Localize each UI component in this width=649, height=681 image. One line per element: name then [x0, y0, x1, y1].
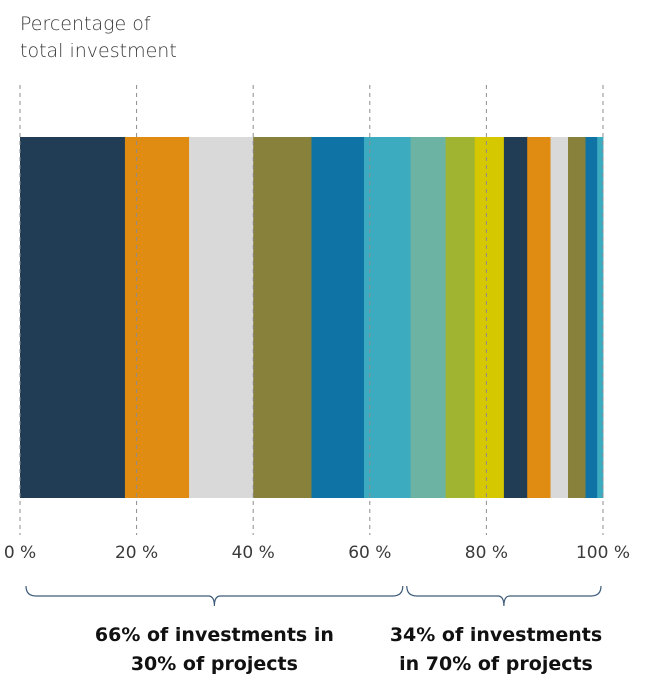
- bar-segment-15: [597, 137, 604, 498]
- bar-segment-10: [503, 137, 528, 498]
- annotation-left-line-2: 30% of projects: [130, 653, 298, 675]
- annotation-right-line-1: 34% of investments: [389, 624, 603, 646]
- curly-bracket-1: [25, 585, 404, 607]
- annotation-right: 34% of investments in 70% of projects: [346, 621, 646, 679]
- x-tick-label-80: 80 %: [465, 543, 508, 563]
- bar-segment-3: [189, 137, 254, 498]
- bar-segment-12: [550, 137, 569, 498]
- y-axis-title: Percentage of total investment: [20, 11, 177, 65]
- bar-segment-4: [253, 137, 312, 498]
- bar-segment-5: [311, 137, 365, 498]
- y-axis-title-line-1: Percentage of: [20, 13, 151, 35]
- bar-segment-1: [20, 137, 126, 498]
- annotation-left: 66% of investments in 30% of projects: [64, 621, 364, 679]
- bar-segment-8: [445, 137, 476, 498]
- annotation-right-line-2: in 70% of projects: [399, 653, 593, 675]
- curly-bracket-2: [406, 585, 602, 607]
- x-tick-label-0: 0 %: [4, 543, 36, 563]
- bar-segment-2: [124, 137, 190, 498]
- bar-segment-11: [527, 137, 551, 498]
- x-tick-label-100: 100 %: [576, 543, 630, 563]
- y-axis-title-line-2: total investment: [20, 40, 177, 62]
- annotation-left-line-1: 66% of investments in: [94, 624, 334, 646]
- x-tick-label-20: 20 %: [115, 543, 158, 563]
- bar-segment-14: [585, 137, 598, 498]
- bar-segment-9: [474, 137, 505, 498]
- x-tick-label-60: 60 %: [348, 543, 391, 563]
- bar-segment-6: [363, 137, 412, 498]
- x-tick-label-40: 40 %: [232, 543, 275, 563]
- bar-segment-7: [410, 137, 446, 498]
- bar-segment-13: [568, 137, 586, 498]
